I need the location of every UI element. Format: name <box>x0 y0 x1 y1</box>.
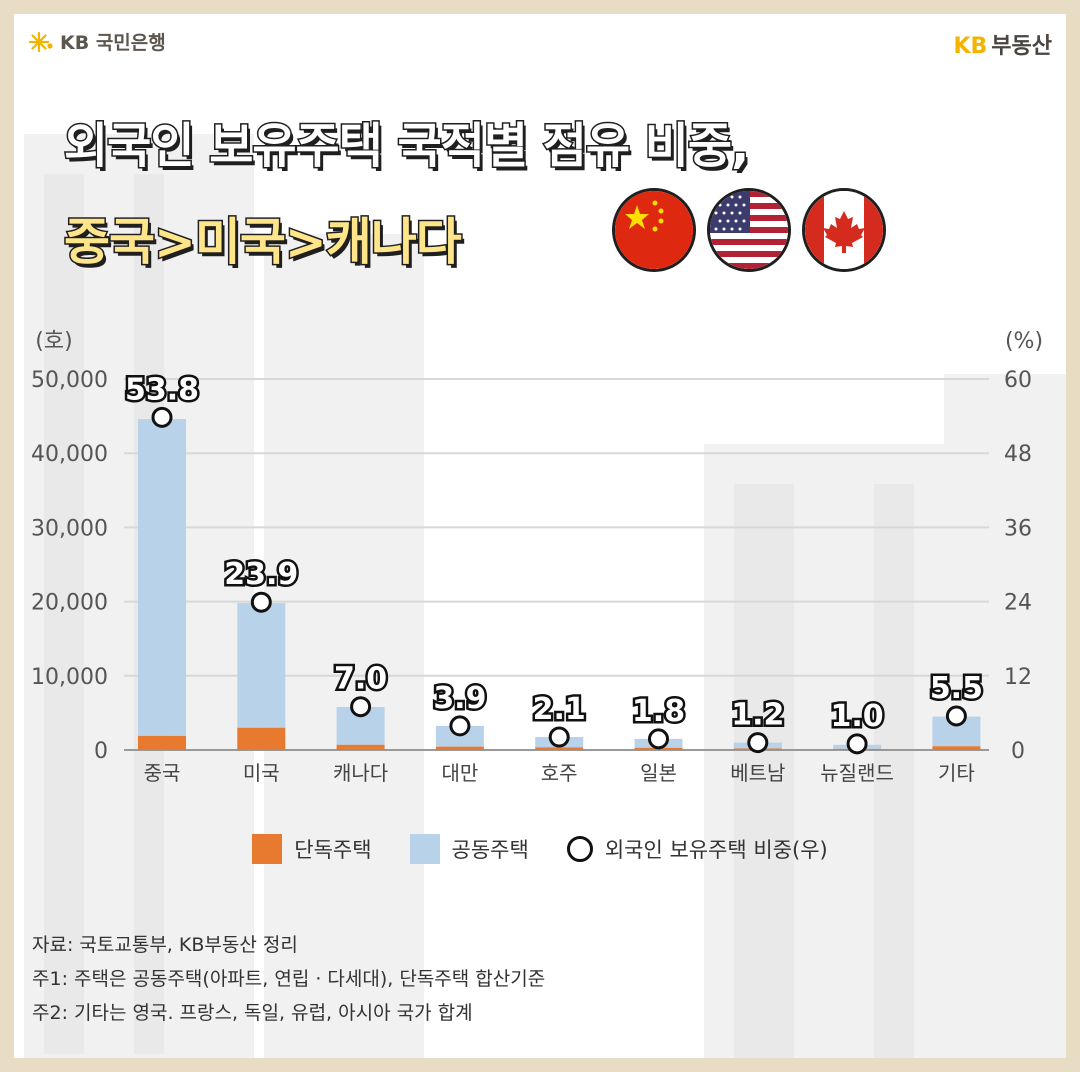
kb-realestate-name: 부동산 <box>991 34 1052 59</box>
share-point <box>648 728 669 750</box>
share-point <box>350 696 372 718</box>
kb-realestate-logo: KB 부동산 <box>953 28 1052 60</box>
share-point <box>945 705 967 727</box>
share-point <box>250 591 272 613</box>
left-axis-tick-label: 20,000 <box>31 591 108 616</box>
share-data-label: 3.9 <box>433 681 486 716</box>
share-data-label: 2.1 <box>533 692 586 727</box>
source-notes: 자료: 국토교통부, KB부동산 정리 주1: 주택은 공동주택(아파트, 연립… <box>32 928 545 1030</box>
right-axis-tick-label: 48 <box>1004 442 1032 467</box>
share-point <box>747 732 769 754</box>
legend-label-share: 외국인 보유주택 비중(우) <box>604 838 828 862</box>
category-label: 기타 <box>938 761 975 785</box>
share-point <box>548 726 570 748</box>
right-axis-tick-label: 36 <box>1004 516 1032 541</box>
bar-detached <box>535 747 584 750</box>
share-point <box>846 733 868 755</box>
bar-detached <box>138 735 186 750</box>
share-data-label: 1.2 <box>731 698 784 733</box>
category-label: 뉴질랜드 <box>820 761 894 785</box>
legend-item-share: 외국인 보유주택 비중(우) <box>566 834 828 864</box>
note-1: 주1: 주택은 공동주택(아파트, 연립 · 다세대), 단독주택 합산기준 <box>32 968 546 990</box>
note-2: 주2: 기타는 영국. 프랑스, 독일, 유럽, 아시아 국가 합계 <box>32 1002 473 1024</box>
share-data-label: 1.0 <box>831 699 884 734</box>
share-data-label: 7.0 <box>334 662 387 697</box>
legend-label-detached: 단독주택 <box>294 838 372 862</box>
right-axis-tick-label: 12 <box>1004 665 1032 690</box>
left-axis-tick-label: 30,000 <box>31 516 108 541</box>
right-axis-unit: (%) <box>1005 329 1043 354</box>
bar-detached <box>237 727 286 750</box>
bar-apartment <box>237 603 286 728</box>
right-axis-tick-label: 0 <box>1011 739 1025 764</box>
bar-detached <box>336 744 385 750</box>
category-label: 캐나다 <box>333 761 388 785</box>
share-data-label: 1.8 <box>632 694 685 729</box>
infographic-card: KB 국민은행 KB 부동산 외국인 보유주택 국적별 점유 비중, 중국>미국>… <box>14 14 1066 1058</box>
left-axis-tick-label: 40,000 <box>31 442 108 467</box>
chart-legend: 단독주택 공동주택 외국인 보유주택 비중(우) <box>14 834 1066 864</box>
legend-label-apartment: 공동주택 <box>451 838 529 862</box>
share-point <box>151 406 173 428</box>
usa-flag-icon <box>707 188 791 272</box>
share-data-label: 53.8 <box>125 372 199 407</box>
star-logo-icon <box>28 31 53 52</box>
share-data-label: 5.5 <box>930 671 983 706</box>
legend-marker-share <box>566 836 593 862</box>
category-label: 베트남 <box>730 761 785 785</box>
category-label: 대만 <box>441 761 478 785</box>
left-axis-tick-label: 50,000 <box>31 368 108 393</box>
china-flag-icon <box>612 188 696 272</box>
canada-flag-icon <box>802 188 886 272</box>
category-label: 중국 <box>144 761 181 785</box>
bar-detached <box>932 746 981 750</box>
title-line1: 외국인 보유주택 국적별 점유 비중, <box>62 117 750 176</box>
share-point <box>449 715 471 737</box>
left-axis-unit: (호) <box>35 329 72 354</box>
legend-swatch-apartment <box>409 834 440 864</box>
legend-item-detached: 단독주택 <box>252 834 372 864</box>
category-label: 호주 <box>541 761 578 785</box>
category-label: 미국 <box>243 761 280 785</box>
share-data-label: 23.9 <box>224 557 298 592</box>
kb-logo-mark: KB <box>953 34 988 59</box>
legend-item-apartment: 공동주택 <box>409 834 529 864</box>
note-source: 자료: 국토교통부, KB부동산 정리 <box>32 934 298 956</box>
category-label: 일본 <box>640 761 677 785</box>
right-axis-tick-label: 60 <box>1004 368 1032 393</box>
legend-swatch-detached <box>252 834 283 864</box>
right-axis-tick-label: 24 <box>1004 591 1032 616</box>
kb-bank-logo: KB 국민은행 <box>28 28 166 55</box>
kb-bank-logo-text: KB 국민은행 <box>60 32 166 54</box>
bar-detached <box>435 746 484 750</box>
left-axis-tick-label: 0 <box>94 739 108 764</box>
left-axis-tick-label: 10,000 <box>31 665 108 690</box>
bar-apartment <box>138 419 186 736</box>
bar-chart: 0 0 10,000 12 20,000 24 30,000 36 40,000 48 50,000… <box>31 329 1043 785</box>
title-line2: 중국>미국>캐나다 <box>63 212 464 273</box>
